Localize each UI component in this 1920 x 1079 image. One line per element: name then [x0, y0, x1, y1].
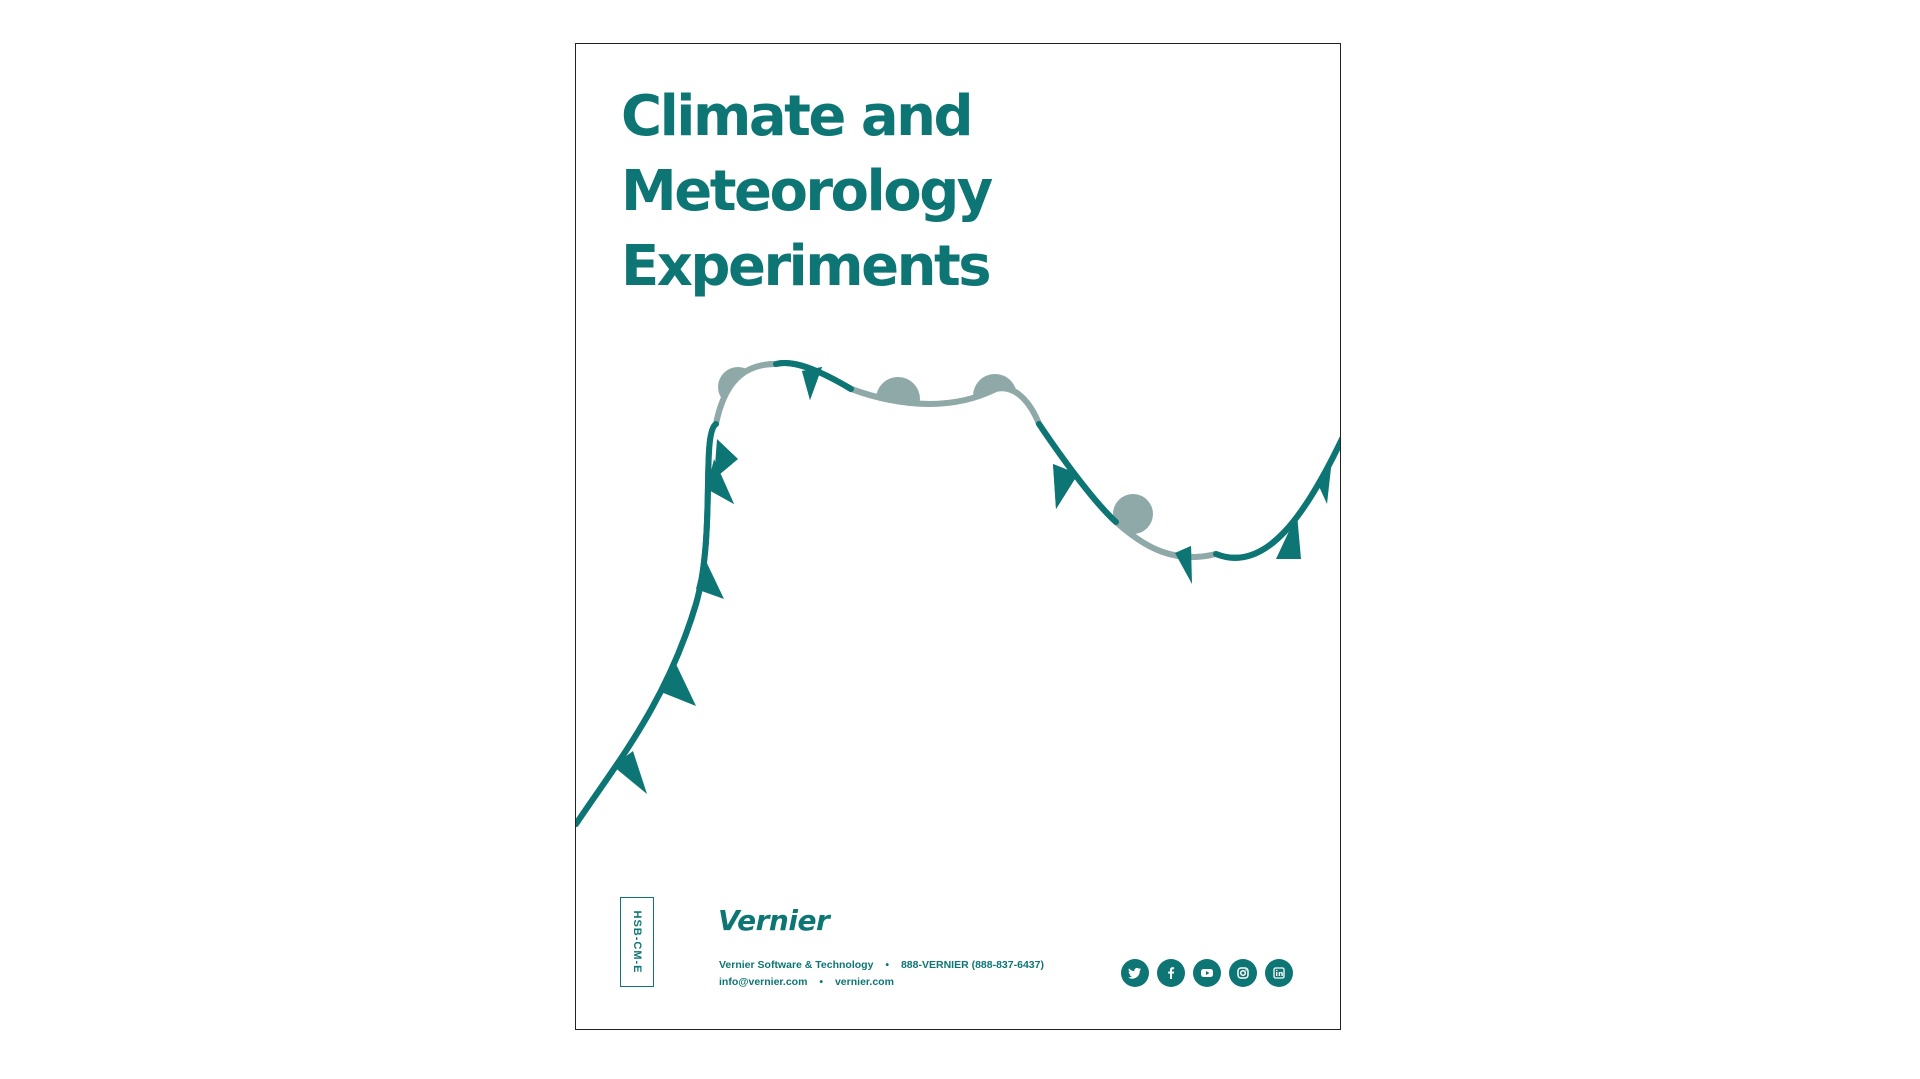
contact-line-2: info@vernier.com • vernier.com — [719, 976, 894, 988]
front-underside-mask — [706, 364, 776, 464]
facebook-icon[interactable] — [1157, 959, 1185, 987]
cold-front-triangle — [1276, 514, 1301, 559]
linkedin-icon[interactable] — [1265, 959, 1293, 987]
front-underside-mask — [1096, 522, 1216, 604]
website-link[interactable]: vernier.com — [834, 976, 894, 988]
email-link[interactable]: info@vernier.com — [719, 976, 808, 988]
warm-front-bump — [1113, 494, 1153, 534]
instagram-icon[interactable] — [1229, 959, 1257, 987]
product-code: HSB-CM-E — [631, 910, 643, 974]
phone-number: 888-VERNIER (888-837-6437) — [900, 959, 1044, 971]
cover-title: Climate and Meteorology Experiments — [621, 79, 1321, 304]
vernier-logo: Vernier — [718, 904, 830, 937]
youtube-icon[interactable] — [1193, 959, 1221, 987]
social-links — [1121, 959, 1293, 987]
front-underside-mask — [851, 388, 1039, 464]
separator: • — [819, 976, 824, 988]
weather-front-illustration — [576, 360, 1340, 827]
twitter-icon[interactable] — [1121, 959, 1149, 987]
title-line-2: Experiments — [621, 234, 992, 299]
separator: • — [885, 959, 890, 971]
title-line-1: Climate and Meteorology — [621, 84, 993, 224]
product-code-box: HSB-CM-E — [620, 897, 654, 987]
cold-front-triangle — [661, 664, 696, 706]
company-name: Vernier Software & Technology — [719, 959, 874, 971]
brochure-cover: Climate and Meteorology Experiments — [575, 43, 1341, 1030]
contact-line-1: Vernier Software & Technology • 888-VERN… — [719, 959, 1044, 971]
